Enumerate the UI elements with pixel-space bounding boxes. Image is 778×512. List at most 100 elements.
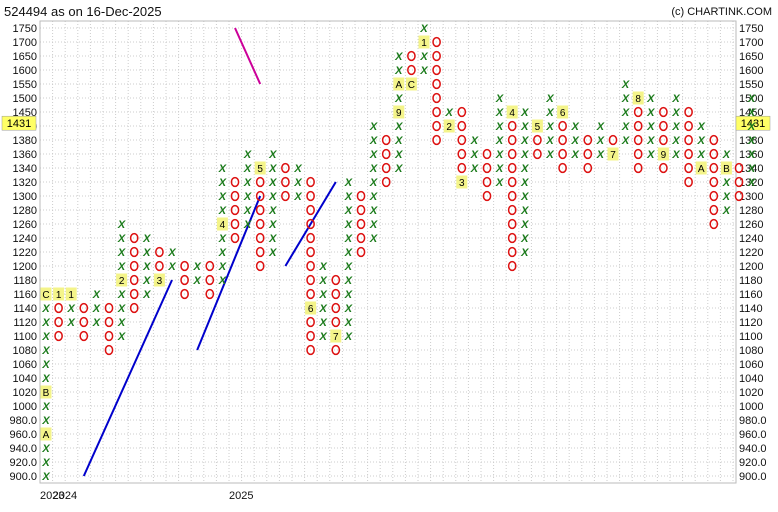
x-mark: X <box>747 135 756 147</box>
x-mark: X <box>117 247 126 259</box>
o-mark <box>583 148 593 160</box>
o-mark <box>381 134 391 146</box>
x-mark: X <box>394 65 403 77</box>
month-label: 6 <box>308 304 314 315</box>
price-label-right: 1700 <box>739 37 763 49</box>
x-mark: X <box>545 149 554 161</box>
month-label-box <box>695 161 707 175</box>
month-label-box <box>657 147 669 161</box>
o-mark <box>432 78 441 90</box>
x-mark: X <box>344 303 353 315</box>
x-mark: X <box>92 303 101 315</box>
x-mark: X <box>646 107 655 119</box>
o-mark <box>507 218 517 230</box>
x-mark: X <box>117 219 126 231</box>
o-mark <box>155 260 164 272</box>
o-mark <box>255 232 265 244</box>
o-mark <box>709 190 719 202</box>
x-mark: X <box>41 457 50 469</box>
o-mark <box>507 190 517 202</box>
month-label: 6 <box>560 108 566 119</box>
price-label-left: 1000 <box>13 401 37 413</box>
o-mark <box>734 176 744 188</box>
price-label-left: 1260 <box>13 219 37 231</box>
price-label-left: 1340 <box>13 163 37 175</box>
price-label-right: 1360 <box>739 149 763 161</box>
x-mark: X <box>596 121 605 133</box>
x-mark: X <box>319 303 328 315</box>
o-mark <box>331 344 341 356</box>
price-label-left: 1300 <box>13 191 37 203</box>
price-label-right: 1040 <box>739 373 763 385</box>
o-mark <box>659 162 668 174</box>
x-mark: X <box>495 121 504 133</box>
x-mark: X <box>545 107 554 119</box>
x-mark: X <box>268 163 277 175</box>
month-label-box <box>65 287 77 301</box>
x-mark: X <box>747 93 756 105</box>
price-label-right: 1260 <box>739 219 763 231</box>
x-mark: X <box>268 177 277 189</box>
month-label: 7 <box>333 332 339 343</box>
price-label-right: 1140 <box>739 303 763 315</box>
o-mark <box>709 204 719 216</box>
x-mark: X <box>571 149 580 161</box>
x-mark: X <box>747 107 756 119</box>
price-label-left: 1140 <box>13 303 37 315</box>
x-mark: X <box>41 415 50 427</box>
x-mark: X <box>41 345 50 357</box>
month-label: 9 <box>661 150 667 161</box>
o-mark <box>255 190 265 202</box>
x-mark: X <box>344 205 353 217</box>
chart-credit: (c) CHARTINK.COM <box>671 6 772 18</box>
o-mark <box>205 260 215 272</box>
price-label-right: 1180 <box>739 275 763 287</box>
o-mark <box>633 134 643 146</box>
x-mark: X <box>67 303 76 315</box>
x-mark: X <box>167 261 176 273</box>
month-label: C <box>408 80 415 91</box>
o-mark <box>129 302 139 314</box>
month-label-box <box>330 329 342 343</box>
month-label: 3 <box>157 276 163 287</box>
o-mark <box>356 190 366 202</box>
o-mark <box>558 120 567 132</box>
x-mark: X <box>394 93 403 105</box>
o-mark <box>281 176 290 188</box>
o-mark <box>205 288 215 300</box>
o-mark <box>255 218 265 230</box>
month-label-box <box>393 77 405 91</box>
month-label-box <box>720 161 732 175</box>
x-mark: X <box>344 317 353 329</box>
o-mark <box>457 106 467 118</box>
o-mark <box>381 162 391 174</box>
x-mark: X <box>193 275 202 287</box>
x-mark: X <box>545 93 554 105</box>
o-mark <box>230 190 240 202</box>
x-mark: X <box>344 177 353 189</box>
x-mark: X <box>218 191 227 203</box>
o-mark <box>79 330 89 342</box>
x-mark: X <box>344 275 353 287</box>
o-mark <box>709 176 719 188</box>
x-mark: X <box>621 135 630 147</box>
x-mark: X <box>193 261 202 273</box>
x-mark: X <box>495 135 504 147</box>
o-mark <box>507 246 517 258</box>
last-price-badge-right <box>735 115 771 131</box>
x-mark: X <box>243 163 252 175</box>
price-label-right: 980.0 <box>739 415 767 427</box>
x-mark: X <box>722 177 731 189</box>
o-mark <box>709 218 719 230</box>
x-mark: X <box>344 233 353 245</box>
x-mark: X <box>646 121 655 133</box>
month-label-box <box>40 427 52 441</box>
x-mark: X <box>596 135 605 147</box>
x-mark: X <box>369 177 378 189</box>
x-mark: X <box>722 191 731 203</box>
x-mark: X <box>520 107 529 119</box>
x-mark: X <box>369 191 378 203</box>
month-label: 5 <box>257 164 263 175</box>
price-label-left: 1220 <box>13 247 37 259</box>
o-mark <box>432 50 441 62</box>
